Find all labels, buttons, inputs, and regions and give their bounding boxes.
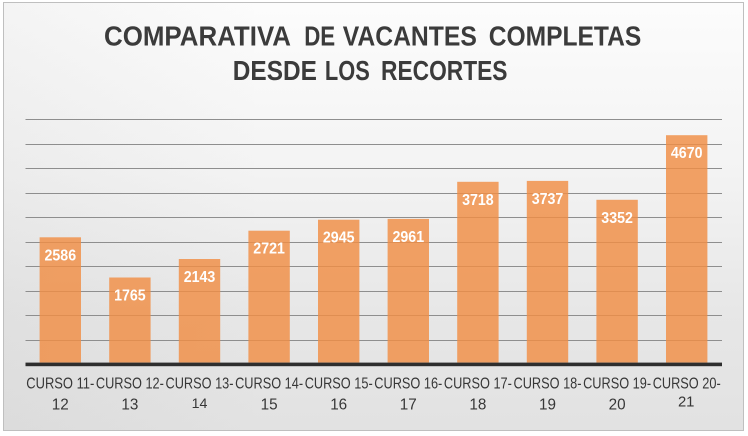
svg-text:LOS: LOS xyxy=(325,55,370,86)
svg-text:CURSO 15-: CURSO 15- xyxy=(305,376,373,393)
svg-text:16: 16 xyxy=(330,397,347,414)
svg-text:CURSO 13-: CURSO 13- xyxy=(166,376,234,393)
svg-text:14: 14 xyxy=(192,396,208,412)
svg-text:COMPLETAS: COMPLETAS xyxy=(489,20,642,51)
svg-text:DE: DE xyxy=(304,20,335,51)
svg-text:CURSO 14-: CURSO 14- xyxy=(235,376,303,393)
svg-text:2721: 2721 xyxy=(253,241,285,258)
svg-text:VACANTES: VACANTES xyxy=(343,20,477,51)
svg-text:COMPARATIVA: COMPARATIVA xyxy=(104,20,291,51)
svg-text:RECORTES: RECORTES xyxy=(381,55,508,86)
svg-text:13: 13 xyxy=(121,397,138,414)
svg-text:21: 21 xyxy=(678,394,695,411)
svg-text:2586: 2586 xyxy=(45,247,77,264)
svg-text:CURSO 18-: CURSO 18- xyxy=(514,376,582,393)
svg-text:20: 20 xyxy=(609,397,626,414)
svg-text:DESDE: DESDE xyxy=(233,55,317,86)
svg-text:2143: 2143 xyxy=(184,269,216,286)
svg-text:CURSO 11-: CURSO 11- xyxy=(26,376,94,393)
svg-text:3718: 3718 xyxy=(462,192,494,209)
svg-text:CURSO 17-: CURSO 17- xyxy=(444,376,512,393)
svg-text:2961: 2961 xyxy=(393,229,425,246)
svg-text:18: 18 xyxy=(469,397,486,414)
svg-text:15: 15 xyxy=(261,397,278,414)
svg-text:2945: 2945 xyxy=(323,230,355,247)
svg-text:4670: 4670 xyxy=(671,145,703,162)
svg-text:CURSO 20-: CURSO 20- xyxy=(653,376,721,393)
svg-text:3737: 3737 xyxy=(532,191,564,208)
svg-text:12: 12 xyxy=(52,397,69,414)
svg-text:3352: 3352 xyxy=(601,210,633,227)
svg-text:19: 19 xyxy=(539,397,556,414)
svg-text:CURSO 12-: CURSO 12- xyxy=(96,376,164,393)
svg-text:17: 17 xyxy=(400,397,417,414)
svg-text:CURSO 16-: CURSO 16- xyxy=(374,376,442,393)
svg-text:1765: 1765 xyxy=(114,288,146,305)
svg-text:CURSO 19-: CURSO 19- xyxy=(583,376,651,393)
